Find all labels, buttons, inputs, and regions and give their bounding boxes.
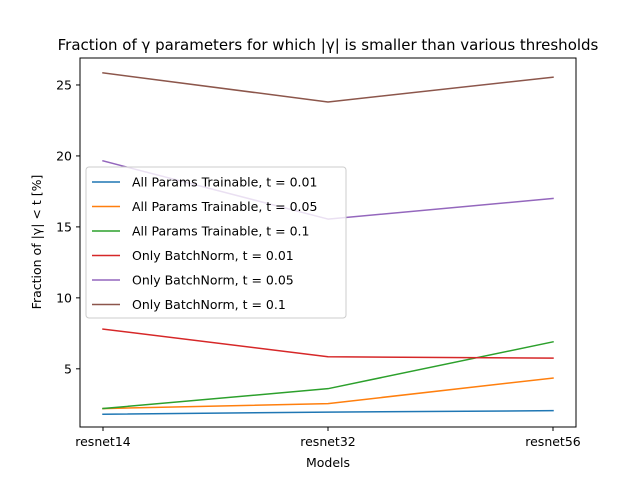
legend-entry-1: All Params Trainable, t = 0.05 — [132, 199, 317, 214]
legend-entry-5: Only BatchNorm, t = 0.1 — [132, 297, 286, 312]
series-line-5 — [102, 72, 554, 103]
series-line-0 — [102, 409, 554, 415]
legend-entry-2: All Params Trainable, t = 0.1 — [132, 224, 309, 239]
series-line-2 — [102, 340, 554, 410]
legend-entry-4: Only BatchNorm, t = 0.05 — [132, 273, 294, 288]
x-axis-label: Models — [306, 455, 350, 470]
y-tick-label-0: 5 — [64, 361, 72, 376]
x-tick-label-1: resnet32 — [300, 434, 356, 449]
x-tick-label-2: resnet56 — [525, 434, 581, 449]
y-tick-label-2: 15 — [56, 219, 72, 234]
y-tick-label-3: 20 — [56, 148, 72, 163]
x-tick-label-0: resnet14 — [75, 434, 131, 449]
legend: All Params Trainable, t = 0.01 All Params… — [85, 166, 347, 319]
x-axis: resnet14 resnet32 resnet56 — [75, 427, 581, 449]
series-line-1 — [102, 377, 554, 410]
legend-box — [85, 166, 347, 319]
series-line-3 — [102, 328, 554, 359]
y-axis: 5 10 15 20 25 — [56, 77, 80, 376]
y-tick-label-4: 25 — [56, 77, 72, 92]
chart-title: Fraction of γ parameters for which |γ| i… — [58, 36, 599, 54]
y-tick-label-1: 10 — [56, 290, 72, 305]
legend-entry-0: All Params Trainable, t = 0.01 — [132, 175, 317, 190]
y-axis-label: Fraction of |γ| < t [%] — [29, 175, 44, 310]
legend-entry-3: Only BatchNorm, t = 0.01 — [132, 248, 294, 263]
